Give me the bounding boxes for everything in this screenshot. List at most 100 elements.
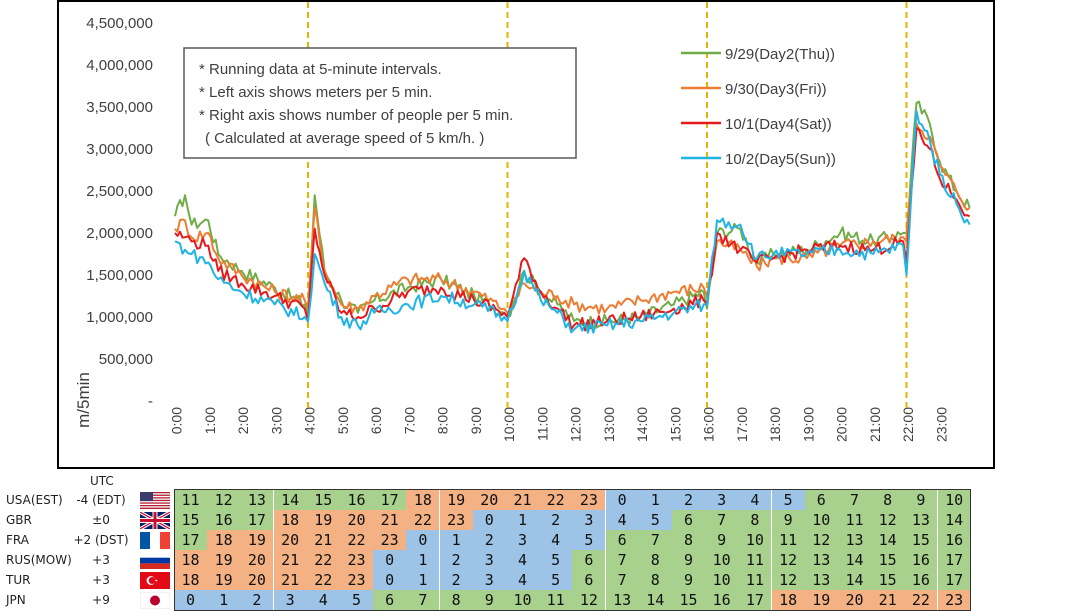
timezone-row: FRA +2 (DST) 17 18 19 20 21 22 23 0 1 2 3 4 5 6 7 8 9 10 11 1… [0,530,1069,550]
hour-cell: 8 [439,590,473,610]
hour-cell: 3 [705,490,739,510]
hour-cell: 1 [638,490,672,510]
hour-cell: 2 [472,530,506,550]
hour-cell: 15 [174,510,207,530]
utc-header: UTC [90,474,114,488]
hour-cell: 2 [439,570,473,590]
hour-cell: 6 [572,550,606,570]
x-axis-tick-label: 16:00 [701,407,717,442]
timezone-name: TUR [6,573,31,587]
hour-cell: 7 [838,490,871,510]
x-axis-tick-label: 1:00 [202,407,218,434]
hour-cell: 0 [406,530,440,550]
hour-cell: 8 [738,510,772,530]
legend-label: 10/1(Day4(Sat)) [725,116,832,133]
timezone-offset: +2 (DST) [73,533,129,547]
hour-cell: 20 [340,510,373,530]
hour-cell: 0 [605,490,639,510]
hour-cell: 18 [207,530,241,550]
hour-cell: 5 [572,530,606,550]
hour-cell: 6 [572,570,606,590]
hour-cell: 20 [273,530,307,550]
timezone-name: USA(EST) [6,493,63,507]
hour-cell: 7 [638,530,672,550]
hour-cell: 3 [273,590,307,610]
hour-cell: 14 [273,490,307,510]
hour-cell: 23 [439,510,473,530]
hour-cell: 9 [705,530,739,550]
hour-cell: 6 [373,590,407,610]
hour-cell: 12 [207,490,241,510]
note-box [183,47,577,159]
timezone-offset: +9 [92,593,110,607]
hour-cell: 12 [804,530,838,550]
timezone-row: GBR ±0 15 16 17 18 19 20 21 22 23 0 1 2 3 4 5 6 7 8 9 10 11 12 1… [0,510,1069,531]
hour-cell: 15 [306,490,340,510]
hour-cell: 11 [738,550,772,570]
hour-cell: 6 [672,510,705,530]
timezone-offset: +3 [92,553,110,567]
hour-cell: 10 [738,530,772,550]
x-axis-tick-label: 23:00 [933,407,949,442]
hour-cell: 19 [240,530,274,550]
hour-cell: 19 [804,590,838,610]
hour-cell: 17 [937,550,971,570]
hour-cell: 16 [705,590,739,610]
hour-cell: 17 [373,490,407,510]
hour-cell: 12 [572,590,606,610]
hour-cell: 19 [306,510,340,530]
hour-cell: 14 [838,570,871,590]
hour-cell: 22 [904,590,938,610]
hour-cell: 5 [638,510,672,530]
timezone-table: UTC USA(EST) -4 (EDT) 11 12 13 14 15 16 17 18 19 20… [0,470,1069,616]
note-line: * Right axis shows number of people per … [199,107,513,124]
hour-cell: 7 [605,570,639,590]
note-line: * Left axis shows meters per 5 min. [199,84,432,101]
x-axis-tick-label: 7:00 [401,407,417,434]
hour-cell: 21 [306,530,340,550]
x-axis-tick-label: 19:00 [800,407,816,442]
hour-cell: 15 [871,550,905,570]
hour-cell: 9 [472,590,506,610]
hour-cell: 11 [738,570,772,590]
left-axis-tick-label: 4,500,000 [86,15,153,32]
hour-cell: 15 [672,590,705,610]
timezone-row: TUR +3 18 19 20 21 22 23 0 1 2 3 4 5 6 7 8 9 10 11 12 13 14 15 1… [0,570,1069,590]
hour-cell: 12 [871,510,905,530]
hour-cell: 9 [672,550,705,570]
hour-cell: 21 [273,570,307,590]
timezone-name: RUS(MOW) [6,553,72,567]
x-axis-tick-label: 13:00 [601,407,617,442]
hour-cell: 17 [738,590,772,610]
hour-cell: 21 [273,550,307,570]
hour-cell: 20 [472,490,506,510]
hour-cell: 22 [539,490,573,510]
hour-cell: 16 [904,570,938,590]
hour-cell: 8 [672,530,705,550]
hour-cell: 19 [207,550,241,570]
hour-cell: 11 [174,490,207,510]
hour-cell: 15 [871,570,905,590]
hour-cell: 1 [406,570,440,590]
hour-cell: 12 [771,550,805,570]
hour-cell: 7 [605,550,639,570]
hour-cell: 4 [605,510,639,530]
left-axis-tick-label: 500,000 [99,351,153,368]
hour-cell: 10 [804,510,838,530]
left-axis-tick-label: 2,500,000 [86,183,153,200]
hour-cell: 9 [904,490,938,510]
left-axis-tick-label: - [148,393,153,410]
hour-cell: 2 [240,590,274,610]
hour-cell: 9 [771,510,805,530]
hour-cell: 19 [207,570,241,590]
timezone-name: JPN [6,593,26,607]
hour-cell: 7 [406,590,440,610]
hour-cell: 3 [472,550,506,570]
hour-cell: 18 [406,490,440,510]
line-chart: - 500,000 1,000,000 1,500,000 2,000,000 2,500… [74,2,971,442]
hour-cell: 18 [273,510,307,530]
hour-cell: 16 [937,530,971,550]
x-axis-tick-label: 14:00 [634,407,650,442]
hour-cell: 23 [937,590,971,610]
timezone-row: USA(EST) -4 (EDT) 11 12 13 14 15 16 17 18 19 20 21 22… [0,490,1069,510]
